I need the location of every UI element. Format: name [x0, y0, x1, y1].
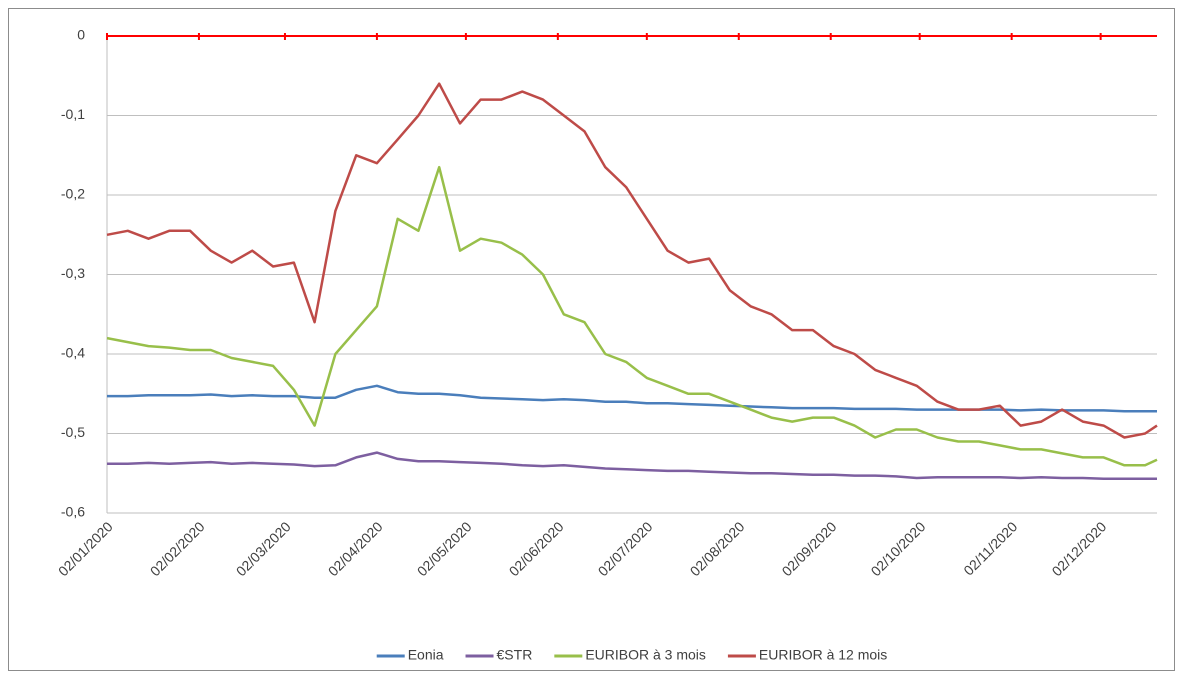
series-line: [106, 165, 1158, 467]
legend-label: Eonia: [408, 647, 444, 663]
y-tick-label: -0,2: [61, 186, 85, 202]
y-tick-label: -0,4: [61, 345, 85, 361]
chart-border: [8, 8, 1175, 671]
y-tick-label: -0,6: [61, 504, 85, 520]
legend-label: EURIBOR à 3 mois: [585, 647, 706, 663]
legend-label: €STR: [497, 647, 533, 663]
y-tick-label: 0: [77, 27, 85, 43]
legend: Eonia €STR EURIBOR à 3 mois EURIBOR à 12 mo…: [376, 647, 887, 663]
y-tick-label: -0,1: [61, 106, 85, 122]
y-tick-label: -0,3: [61, 265, 85, 281]
legend-label: EURIBOR à 12 mois: [759, 647, 887, 663]
series-line: [107, 384, 1157, 413]
y-tick-label: -0,5: [61, 424, 85, 440]
series-line: [107, 451, 1157, 481]
series-line: [106, 82, 1158, 439]
